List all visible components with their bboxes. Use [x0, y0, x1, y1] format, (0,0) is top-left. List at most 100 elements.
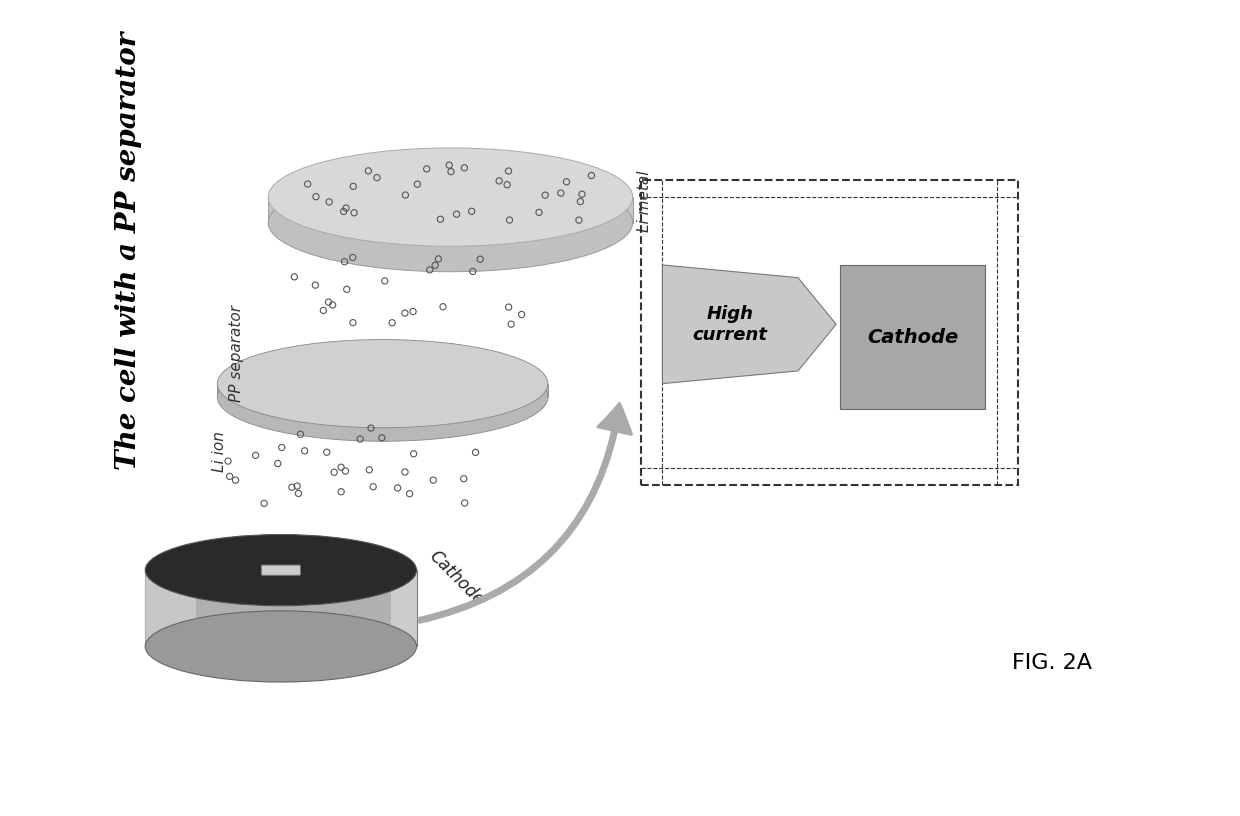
Point — [306, 190, 326, 203]
Polygon shape — [662, 265, 836, 384]
Point — [455, 162, 475, 175]
Polygon shape — [268, 197, 632, 223]
Point — [498, 165, 518, 178]
Point — [470, 253, 490, 266]
Point — [529, 206, 549, 219]
Point — [345, 206, 365, 220]
Point — [430, 213, 450, 226]
Point — [582, 169, 601, 182]
Text: High
current: High current — [693, 305, 768, 344]
Point — [403, 305, 423, 318]
Point — [570, 195, 590, 208]
Point — [322, 299, 342, 312]
Point — [336, 464, 356, 477]
Point — [372, 432, 392, 445]
Text: Li ion: Li ion — [212, 431, 227, 472]
Point — [425, 259, 445, 272]
Text: The cell with a PP separator: The cell with a PP separator — [115, 32, 141, 470]
Point — [289, 487, 309, 500]
Point — [218, 455, 238, 468]
Point — [572, 188, 591, 201]
Point — [569, 214, 589, 227]
Point — [433, 300, 453, 313]
Point — [536, 188, 556, 202]
Point — [342, 251, 362, 264]
Point — [361, 422, 381, 435]
Point — [423, 473, 443, 486]
Point — [399, 487, 419, 500]
Text: FIG. 2A: FIG. 2A — [1012, 654, 1092, 673]
Point — [284, 270, 304, 283]
Point — [290, 428, 310, 441]
Polygon shape — [145, 570, 196, 646]
Point — [336, 202, 356, 215]
Point — [343, 180, 363, 193]
Point — [466, 446, 486, 459]
Point — [455, 496, 475, 509]
Point — [219, 470, 239, 483]
Point — [324, 466, 343, 479]
Point — [331, 486, 351, 499]
Point — [441, 165, 461, 178]
Point — [363, 481, 383, 494]
Point — [268, 457, 288, 470]
Point — [254, 497, 274, 510]
Point — [331, 461, 351, 474]
Point — [246, 449, 265, 462]
Text: PP separator: PP separator — [229, 305, 244, 402]
Point — [295, 444, 315, 457]
Point — [461, 205, 481, 218]
Point — [512, 308, 532, 321]
Point — [319, 295, 339, 308]
Point — [226, 473, 246, 486]
Point — [490, 175, 510, 188]
Ellipse shape — [217, 339, 548, 428]
Point — [417, 162, 436, 175]
Point — [439, 158, 459, 171]
Point — [343, 316, 363, 329]
Point — [497, 178, 517, 191]
Point — [498, 300, 518, 313]
Point — [298, 178, 317, 191]
Bar — [641, 180, 1018, 486]
Point — [396, 465, 415, 478]
Point — [305, 278, 325, 291]
FancyArrowPatch shape — [419, 403, 631, 623]
Point — [557, 175, 577, 188]
Point — [317, 446, 337, 459]
Point — [350, 432, 370, 446]
Point — [334, 205, 353, 218]
Point — [337, 283, 357, 296]
Polygon shape — [391, 570, 417, 646]
Point — [408, 178, 428, 191]
Text: Cathode: Cathode — [867, 327, 959, 347]
Point — [454, 472, 474, 486]
Bar — [841, 265, 985, 409]
Point — [501, 317, 521, 330]
Point — [335, 255, 355, 268]
Point — [319, 195, 339, 208]
Point — [429, 252, 449, 265]
Ellipse shape — [268, 173, 632, 272]
Point — [420, 264, 440, 277]
Point — [374, 274, 394, 287]
Point — [314, 304, 334, 317]
Point — [272, 441, 291, 454]
Text: Cathode: Cathode — [425, 548, 487, 610]
Point — [388, 481, 408, 494]
Point — [360, 463, 379, 477]
Ellipse shape — [145, 611, 417, 682]
Polygon shape — [145, 570, 417, 646]
Point — [396, 307, 415, 320]
Point — [551, 187, 570, 200]
Point — [500, 214, 520, 227]
Point — [288, 480, 308, 493]
Point — [382, 317, 402, 330]
Ellipse shape — [145, 534, 417, 605]
Text: Li metal: Li metal — [637, 171, 652, 232]
FancyBboxPatch shape — [262, 565, 300, 575]
Point — [404, 447, 424, 460]
Point — [396, 188, 415, 202]
Polygon shape — [217, 384, 548, 397]
Point — [358, 164, 378, 177]
